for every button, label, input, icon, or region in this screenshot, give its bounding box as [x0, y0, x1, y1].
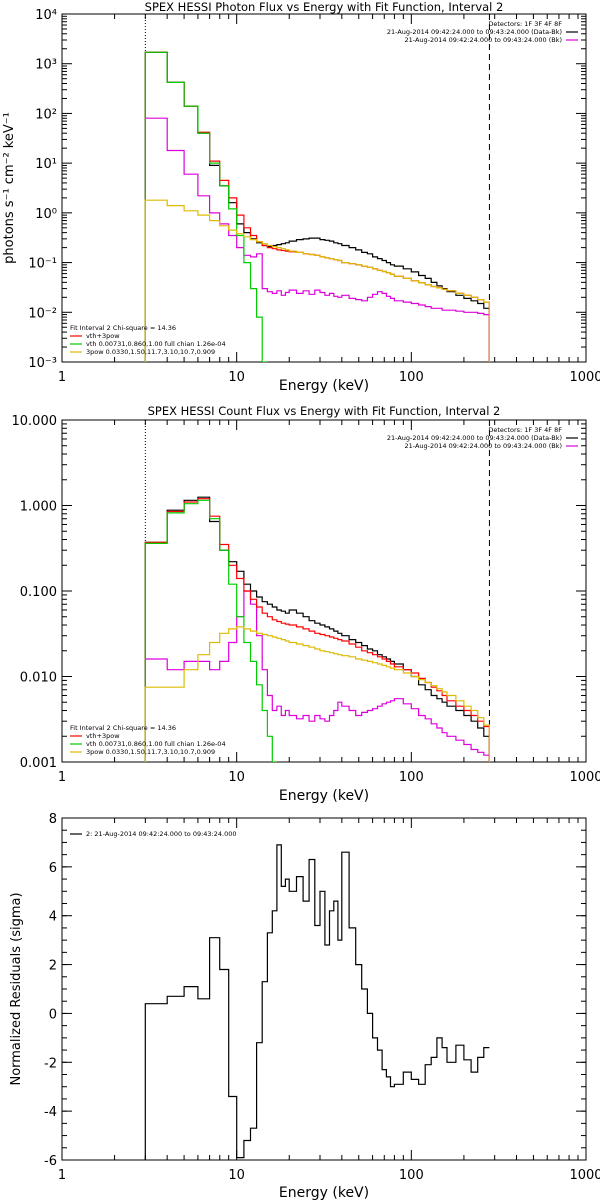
y-tick-label: -2 [44, 1056, 57, 1071]
legend-topright-text: 21-Aug-2014 09:42:24.000 to 09:43:24.000… [405, 442, 562, 450]
y-tick-label: 10⁻³ [28, 356, 57, 371]
legend-bottomleft-text: Fit Interval 2 Chi-square = 14.36 [70, 324, 176, 332]
legend-topright-text: Detectors: 1F 3F 4F 8F [488, 20, 562, 28]
chart-title: SPEX HESSI Count Flux vs Energy with Fit… [148, 404, 501, 418]
x-tick-label: 1000 [569, 1168, 600, 1183]
series-data-bk-line [144, 51, 490, 362]
y-tick-label: 1.000 [20, 500, 57, 515]
y-tick-label: 2 [49, 959, 57, 974]
legend-topright-text: 21-Aug-2014 09:42:24.000 to 09:43:24.000… [405, 36, 562, 44]
legend-bottomleft-text: 3pow 0.0330,1.50,11.7,3.10,10.7,0.909 [86, 748, 215, 756]
y-tick-label: 10⁻² [28, 306, 57, 321]
y-tick-label: 0.001 [20, 756, 57, 771]
y-tick-label: 0 [49, 1007, 57, 1022]
y-tick-label: 10³ [35, 58, 57, 73]
y-tick-label: 10⁴ [35, 8, 57, 23]
series-vth-3pow-line [144, 498, 490, 762]
x-tick-label: 100 [399, 370, 424, 385]
series-data-bk-line [144, 496, 490, 762]
y-tick-label: 10.000 [12, 414, 58, 429]
legend-topright-text: Detectors: 1F 3F 4F 8F [488, 426, 562, 434]
legend-bottomleft-text: vth+3pow [86, 732, 120, 740]
x-axis-label: Energy (keV) [279, 378, 369, 394]
legend-bottomleft-text: Fit Interval 2 Chi-square = 14.36 [70, 724, 176, 732]
y-tick-label: 10⁰ [35, 207, 57, 222]
x-tick-label: 100 [399, 770, 424, 785]
x-tick-label: 1 [58, 1168, 66, 1183]
series-group [144, 51, 490, 362]
y-axis-label: photons s⁻¹ cm⁻² keV⁻¹ [2, 112, 17, 264]
x-tick-label: 1 [58, 770, 66, 785]
y-tick-label: 0.100 [20, 585, 57, 600]
series-vth-line [144, 51, 268, 362]
legend-bottomleft-text: vth 0.00731,0.860,1.00 full chian 1.26e-… [86, 340, 226, 348]
chart-panel-3: 1 10 100 1000 Energy (keV) -6 -4 -2 0 2 4 6 8 Normali… [9, 812, 600, 1200]
series-3pow-line [144, 626, 490, 762]
x-tick-label: 100 [399, 1168, 424, 1183]
legend-bottomleft-text: vth+3pow [86, 332, 120, 340]
legend-bottomleft-text: 3pow 0.0330,1.50,11.7,3.10,10.7,0.909 [86, 348, 215, 356]
x-tick-label: 10 [228, 770, 245, 785]
series-residuals-line [144, 844, 490, 1160]
y-tick-label: -6 [44, 1154, 57, 1169]
series-3pow-line [144, 199, 490, 362]
series-vth-3pow-line [144, 51, 490, 362]
legend-topright-text: 21-Aug-2014 09:42:24.000 to 09:43:24.000… [387, 434, 562, 442]
x-tick-label: 1 [58, 370, 66, 385]
y-tick-label: 6 [49, 861, 57, 876]
series-group [144, 844, 490, 1160]
plot-frame [61, 13, 587, 363]
chart-panel-2: SPEX HESSI Count Flux vs Energy with Fit… [12, 404, 600, 804]
y-axis-label: Normalized Residuals (sigma) [9, 892, 24, 1085]
series-vth-line [144, 499, 277, 762]
x-tick-label: 10 [228, 1168, 245, 1183]
series-bk-line [144, 117, 490, 362]
y-tick-label: 8 [49, 812, 57, 827]
x-tick-label: 10 [228, 370, 245, 385]
x-axis-label: Energy (keV) [279, 788, 369, 804]
y-tick-label: 0.010 [20, 671, 57, 686]
y-tick-label: 4 [49, 910, 57, 925]
x-tick-label: 1000 [569, 370, 600, 385]
series-group [144, 496, 490, 762]
legend-topleft-text: 2: 21-Aug-2014 09:42:24.000 to 09:43:24.… [86, 830, 237, 838]
y-tick-label: 10¹ [35, 157, 57, 172]
legend-topright-text: 21-Aug-2014 09:42:24.000 to 09:43:24.000… [387, 28, 562, 36]
x-tick-label: 1000 [569, 770, 600, 785]
plot-frame [61, 419, 587, 763]
chart-title: SPEX HESSI Photon Flux vs Energy with Fi… [145, 0, 504, 14]
y-tick-label: 10² [35, 107, 57, 122]
y-tick-label: 10⁻¹ [28, 257, 57, 272]
legend-bottomleft-text: vth 0.00731,0.860,1.00 full chian 1.26e-… [86, 740, 226, 748]
chart-panel-1: SPEX HESSI Photon Flux vs Energy with Fi… [2, 0, 600, 394]
y-tick-label: -4 [44, 1105, 57, 1120]
x-axis-label: Energy (keV) [279, 1185, 369, 1200]
plot-frame [61, 817, 587, 1161]
series-bk-line [144, 590, 490, 762]
